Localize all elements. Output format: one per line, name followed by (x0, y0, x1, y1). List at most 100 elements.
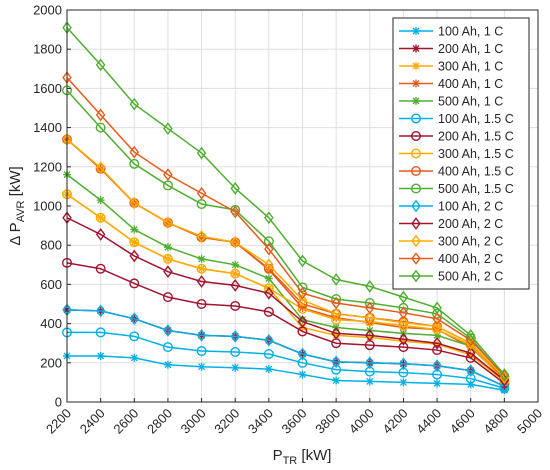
series-15 (62, 21, 510, 381)
diamond-marker (230, 181, 240, 195)
legend-item: 500 Ah, 1.5 C (399, 182, 514, 196)
diamond-marker (331, 355, 341, 369)
series-14 (62, 71, 510, 382)
diamond-marker (163, 265, 173, 279)
circle-marker (162, 253, 173, 264)
diamond-marker (129, 249, 140, 263)
asterisk-marker (163, 360, 172, 369)
circle-marker (162, 292, 173, 303)
legend-label: 200 Ah, 1.5 C (438, 130, 514, 144)
legend-label: 400 Ah, 1.5 C (438, 165, 514, 179)
y-tick-label: 800 (40, 238, 62, 253)
diamond-marker (129, 312, 140, 326)
y-tick-label: 1400 (33, 120, 62, 135)
asterisk-marker (197, 362, 206, 371)
legend-item: 300 Ah, 1 C (399, 60, 503, 74)
diamond-marker (432, 336, 442, 350)
series-11 (62, 303, 510, 393)
diamond-marker (95, 108, 106, 122)
circle-marker (95, 212, 106, 223)
series-line (66, 27, 505, 376)
asterisk-marker (231, 260, 240, 269)
diamond-marker (398, 357, 409, 371)
diamond-marker (297, 293, 308, 307)
diamond-marker (264, 258, 274, 272)
circle-marker (411, 130, 422, 141)
legend-item: 400 Ah, 1.5 C (399, 165, 514, 179)
asterisk-marker (412, 79, 420, 88)
legend-label: 100 Ah, 1.5 C (438, 112, 514, 126)
series-group (62, 21, 510, 395)
legend-label: 400 Ah, 2 C (438, 252, 503, 266)
y-tick-label: 2000 (33, 3, 62, 18)
diamond-marker (432, 320, 442, 333)
asterisk-marker (231, 363, 240, 372)
diamond-marker (196, 186, 207, 200)
circle-marker (263, 306, 274, 317)
diamond-marker (95, 161, 106, 175)
legend-item: 100 Ah, 1 C (399, 25, 503, 39)
asterisk-marker (412, 97, 420, 105)
diamond-marker (264, 242, 274, 256)
circle-marker (129, 158, 140, 169)
diamond-marker (432, 301, 442, 315)
diamond-marker (499, 368, 510, 381)
diamond-marker (297, 315, 308, 329)
circle-marker (411, 183, 422, 194)
series-12 (62, 211, 510, 387)
diamond-marker (95, 304, 106, 318)
circle-marker (230, 300, 241, 311)
legend-label: 500 Ah, 1 C (438, 95, 503, 109)
series-line (66, 193, 505, 382)
diamond-marker (95, 228, 106, 241)
asterisk-marker (163, 243, 172, 252)
series-line (66, 309, 505, 387)
asterisk-marker (433, 379, 442, 388)
circle-marker (95, 122, 106, 133)
series-1 (63, 351, 509, 395)
legend-label: 100 Ah, 2 C (438, 200, 503, 214)
circle-marker (398, 342, 409, 353)
diamond-marker (411, 217, 421, 230)
asterisk-marker (264, 365, 273, 374)
diamond-marker (196, 146, 207, 160)
legend-label: 500 Ah, 1.5 C (438, 182, 514, 196)
y-tick-label: 0 (55, 395, 62, 410)
asterisk-marker (412, 62, 420, 70)
legend-item: 500 Ah, 2 C (399, 270, 503, 284)
diamond-marker (196, 230, 207, 243)
y-tick-label: 1200 (33, 159, 62, 174)
circle-marker (331, 314, 342, 325)
legend-label: 100 Ah, 1 C (438, 25, 503, 39)
legend-item: 200 Ah, 2 C (399, 217, 503, 231)
series-line (66, 217, 505, 382)
circle-marker (196, 346, 207, 357)
diamond-marker (331, 327, 341, 340)
series-line (66, 89, 505, 378)
legend-item: 400 Ah, 2 C (399, 252, 503, 266)
series-7 (62, 257, 510, 389)
diamond-marker (465, 328, 476, 342)
circle-marker (432, 345, 443, 356)
circle-marker (411, 165, 422, 176)
diamond-marker (163, 168, 173, 182)
legend-label: 300 Ah, 1 C (438, 60, 503, 74)
legend: 100 Ah, 1 C 200 Ah, 1 C 300 Ah, 1 C 400 Ah,… (392, 17, 530, 290)
diamond-marker (398, 306, 409, 320)
circle-marker (129, 278, 140, 289)
circle-marker (196, 299, 207, 310)
legend-item: 400 Ah, 1 C (399, 77, 503, 91)
circle-marker (196, 199, 207, 210)
circle-marker (230, 268, 241, 279)
circle-marker (196, 263, 207, 274)
diamond-marker (297, 286, 308, 300)
y-tick-label: 1000 (33, 199, 62, 214)
diamond-marker (129, 97, 140, 111)
legend-item: 500 Ah, 1 C (399, 95, 503, 109)
series-line (66, 77, 505, 377)
y-tick-label: 400 (40, 316, 62, 331)
circle-marker (162, 342, 173, 353)
y-tick-label: 200 (40, 355, 62, 370)
asterisk-marker (96, 351, 105, 360)
